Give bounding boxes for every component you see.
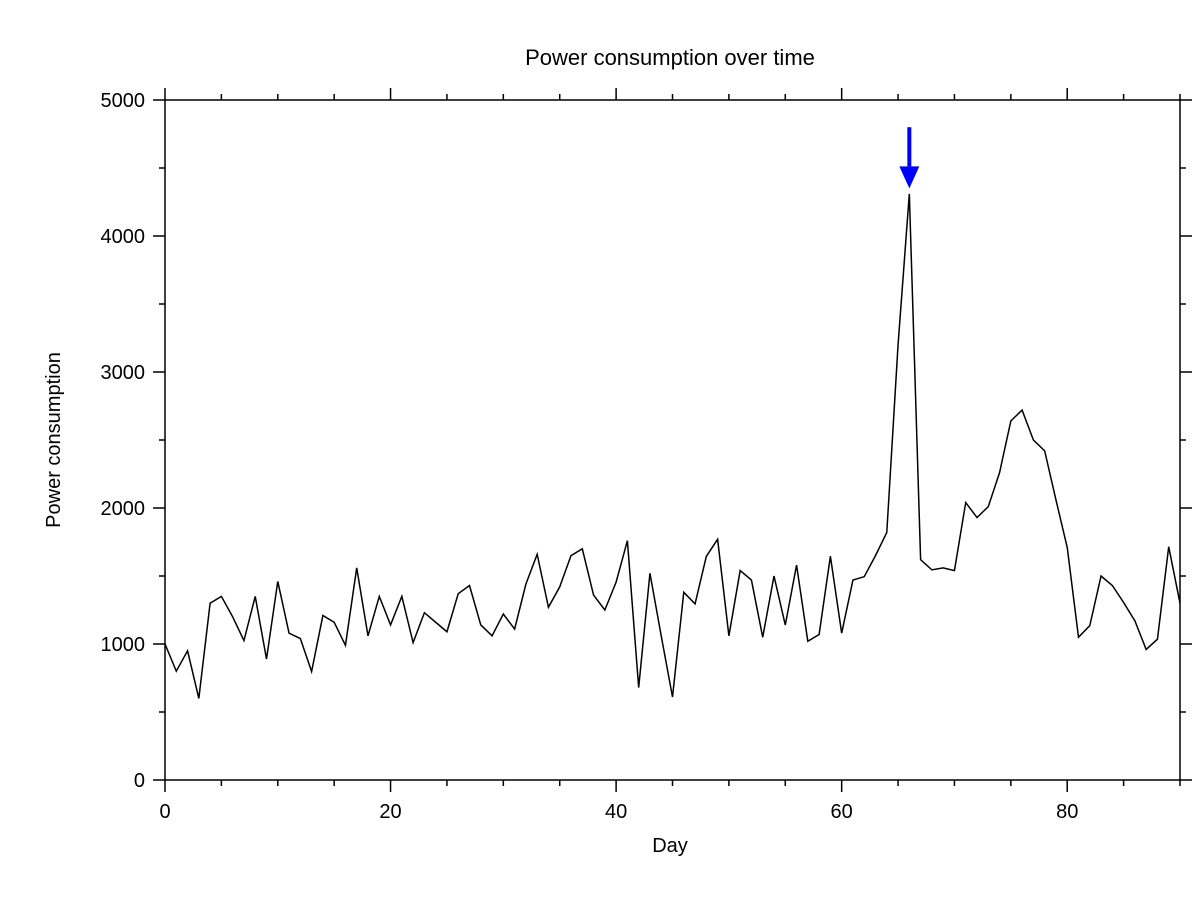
svg-text:80: 80	[1056, 801, 1078, 823]
annotation-arrow	[899, 127, 919, 188]
svg-text:0: 0	[134, 770, 145, 792]
svg-text:0: 0	[159, 801, 170, 823]
svg-text:40: 40	[605, 801, 627, 823]
axes	[165, 100, 1180, 780]
svg-text:2000: 2000	[101, 498, 146, 520]
svg-text:3000: 3000	[101, 362, 146, 384]
svg-text:20: 20	[379, 801, 401, 823]
y-axis-label: Power consumption	[43, 352, 65, 528]
chart-title: Power consumption over time	[525, 45, 815, 70]
svg-text:5000: 5000	[101, 90, 146, 112]
svg-text:1000: 1000	[101, 634, 146, 656]
x-axis-label: Day	[652, 835, 688, 857]
svg-text:60: 60	[831, 801, 853, 823]
data-series	[165, 194, 1180, 699]
svg-text:4000: 4000	[101, 226, 146, 248]
power-chart: Power consumption over time Day Power co…	[0, 0, 1200, 900]
tick-labels: 0 20 40 60 80 0 1000 2000 3000 4000 5000	[101, 90, 1079, 823]
ticks	[153, 88, 1192, 792]
